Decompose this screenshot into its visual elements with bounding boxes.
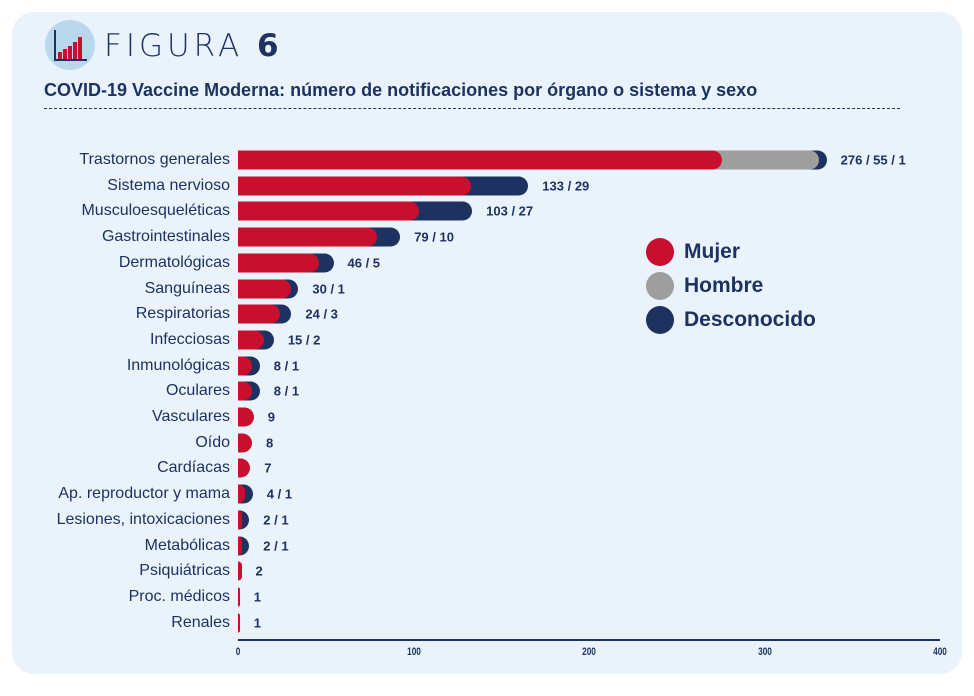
bar-mujer xyxy=(238,458,251,478)
category-label: Sistema nervioso xyxy=(107,176,230,194)
category-label: Dermatológicas xyxy=(118,253,230,271)
bar-mujer xyxy=(238,613,240,633)
data-label: 8 xyxy=(266,435,274,451)
bar-mujer xyxy=(238,561,242,581)
title-divider xyxy=(44,108,900,109)
category-label: Sanguíneas xyxy=(144,279,230,297)
category-label: Psiquiátricas xyxy=(139,562,230,580)
legend-label: Desconocido xyxy=(684,308,816,331)
category-label: Ap. reproductor y mama xyxy=(58,485,230,503)
data-label: 276 / 55 / 1 xyxy=(840,152,906,168)
figure-number: 6 xyxy=(257,28,279,64)
data-label: 1 xyxy=(253,589,261,605)
bar-mujer xyxy=(238,150,723,170)
category-label: Infecciosas xyxy=(149,330,230,348)
data-label: 133 / 29 xyxy=(542,178,590,194)
category-label: Inmunológicas xyxy=(126,356,230,374)
bar-mujer xyxy=(238,510,242,530)
bar-mujer xyxy=(238,587,240,607)
x-tick-label: 400 xyxy=(933,646,947,658)
data-label: 103 / 27 xyxy=(486,203,534,219)
bar-mujer xyxy=(238,433,253,453)
data-label: 15 / 2 xyxy=(287,332,321,348)
legend-swatch xyxy=(646,306,674,334)
x-axis xyxy=(238,639,940,641)
data-label: 30 / 1 xyxy=(312,281,345,296)
bar-mujer xyxy=(238,381,253,401)
bar-mujer xyxy=(238,356,253,376)
bar-mujer xyxy=(238,201,419,221)
bar-desconocido xyxy=(238,536,250,555)
legend-item-mujer: Mujer xyxy=(646,238,740,266)
data-label: 8 / 1 xyxy=(273,358,300,374)
data-label: 2 / 1 xyxy=(263,538,289,553)
data-label: 7 xyxy=(264,460,272,476)
x-tick-label: 0 xyxy=(235,646,241,658)
category-label: Vasculares xyxy=(152,408,230,425)
data-label: 1 xyxy=(253,615,261,631)
bar-desconocido xyxy=(238,510,250,530)
figure-card xyxy=(12,12,962,674)
category-label: Oído xyxy=(195,433,230,451)
data-label: 4 / 1 xyxy=(266,486,293,502)
legend-swatch xyxy=(646,272,674,300)
category-label: Proc. médicos xyxy=(128,587,230,605)
chart-title: COVID-19 Vaccine Moderna: número de noti… xyxy=(44,80,758,100)
bar-mujer xyxy=(238,330,265,350)
legend-swatch xyxy=(646,238,674,266)
category-label: Gastrointestinales xyxy=(101,228,230,246)
bar-mujer xyxy=(238,536,242,555)
bar-mujer xyxy=(238,227,377,247)
bar-mujer xyxy=(238,253,319,273)
data-label: 8 / 1 xyxy=(273,383,300,399)
legend-label: Mujer xyxy=(684,240,741,263)
legend-item-desconocido: Desconocido xyxy=(646,306,816,334)
data-label: 46 / 5 xyxy=(347,255,381,271)
category-label: Cardíacas xyxy=(157,459,230,477)
x-tick-label: 300 xyxy=(757,646,772,658)
data-label: 24 / 3 xyxy=(305,306,338,322)
figure-label: FIGURA 6 xyxy=(104,28,279,64)
bar-mujer xyxy=(238,407,254,427)
x-tick-label: 200 xyxy=(582,646,596,658)
bar-mujer xyxy=(238,279,291,298)
category-label: Trastornos generales xyxy=(79,151,230,168)
data-label: 9 xyxy=(267,409,276,425)
category-label: Musculoesqueléticas xyxy=(81,202,230,220)
data-label: 79 / 10 xyxy=(414,229,454,245)
bar-chart-icon xyxy=(45,20,95,70)
figure-word: FIGURA xyxy=(104,28,244,64)
category-label: Oculares xyxy=(165,382,230,400)
data-label: 2 / 1 xyxy=(263,512,289,528)
data-label: 2 xyxy=(255,563,263,579)
bar-mujer xyxy=(238,304,281,324)
bar-mujer xyxy=(238,176,472,196)
category-label: Metabólicas xyxy=(144,536,230,554)
legend-item-hombre: Hombre xyxy=(646,272,763,300)
bar-mujer xyxy=(238,484,246,504)
category-label: Respiratorias xyxy=(135,305,230,323)
x-tick-label: 100 xyxy=(406,646,421,658)
category-label: Renales xyxy=(171,613,230,631)
category-label: Lesiones, intoxicaciones xyxy=(56,510,230,528)
legend-label: Hombre xyxy=(684,274,764,297)
